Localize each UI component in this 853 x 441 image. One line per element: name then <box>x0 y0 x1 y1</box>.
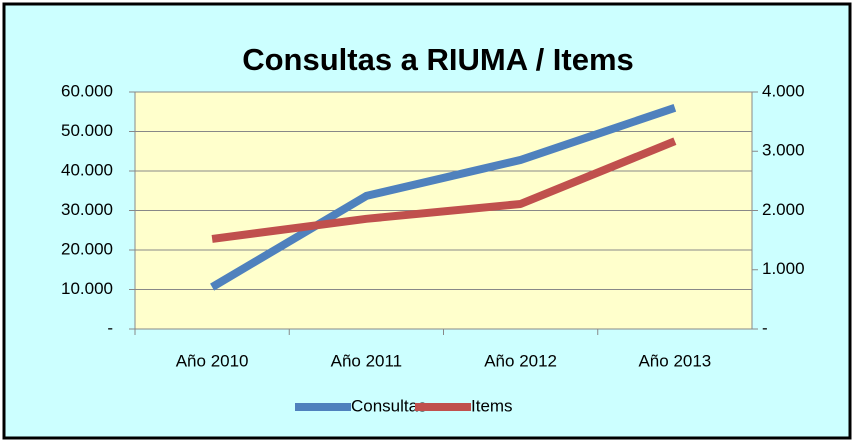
legend-label: Items <box>471 396 513 415</box>
x-tick-label: Año 2011 <box>331 351 403 370</box>
y2-tick-label: 3.000 <box>762 141 805 160</box>
x-tick-label: Año 2013 <box>638 351 711 370</box>
y2-tick-label: 1.000 <box>762 259 805 278</box>
series-line <box>211 137 677 243</box>
y-tick-label: 50.000 <box>61 121 113 140</box>
y-tick-label: 40.000 <box>61 160 113 179</box>
chart-title: Consultas a RIUMA / Items <box>242 42 634 77</box>
y-tick-label: - <box>107 318 113 337</box>
y-tick-label: 60.000 <box>61 81 113 100</box>
y-tick-label: 20.000 <box>61 239 113 258</box>
legend-label: Consultas <box>351 396 427 415</box>
y2-tick-label: 2.000 <box>762 200 805 219</box>
series-line <box>210 104 677 291</box>
y-tick-label: 30.000 <box>61 200 113 219</box>
y2-tick-label: - <box>762 318 768 337</box>
y2-tick-label: 4.000 <box>762 81 805 100</box>
x-tick-label: Año 2012 <box>484 351 557 370</box>
x-tick-label: Año 2010 <box>176 351 249 370</box>
y-tick-label: 10.000 <box>61 279 113 298</box>
